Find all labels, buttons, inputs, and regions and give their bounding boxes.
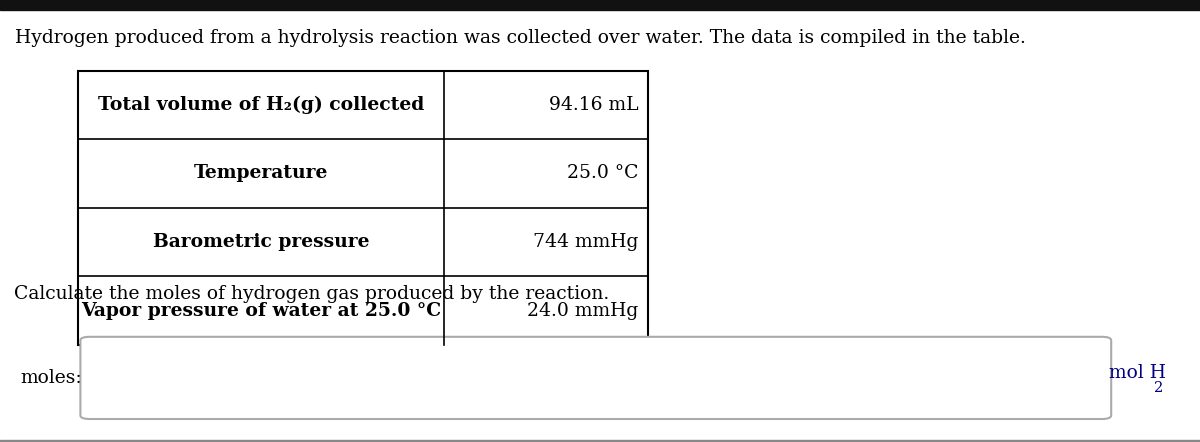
Text: Temperature: Temperature [194, 164, 328, 183]
Text: 744 mmHg: 744 mmHg [533, 233, 638, 251]
Text: 2: 2 [1154, 381, 1164, 395]
Text: Barometric pressure: Barometric pressure [152, 233, 370, 251]
Text: Vapor pressure of water at 25.0 °C: Vapor pressure of water at 25.0 °C [80, 301, 442, 320]
Text: moles:: moles: [20, 369, 82, 387]
Text: Calculate the moles of hydrogen gas produced by the reaction.: Calculate the moles of hydrogen gas prod… [14, 285, 610, 303]
Text: mol H: mol H [1109, 365, 1166, 382]
Text: 94.16 mL: 94.16 mL [548, 96, 638, 114]
Text: Hydrogen produced from a hydrolysis reaction was collected over water. The data : Hydrogen produced from a hydrolysis reac… [14, 29, 1026, 47]
Text: Total volume of H₂(g) collected: Total volume of H₂(g) collected [98, 96, 424, 114]
Text: 24.0 mmHg: 24.0 mmHg [527, 301, 638, 320]
Text: 25.0 °C: 25.0 °C [566, 164, 638, 183]
